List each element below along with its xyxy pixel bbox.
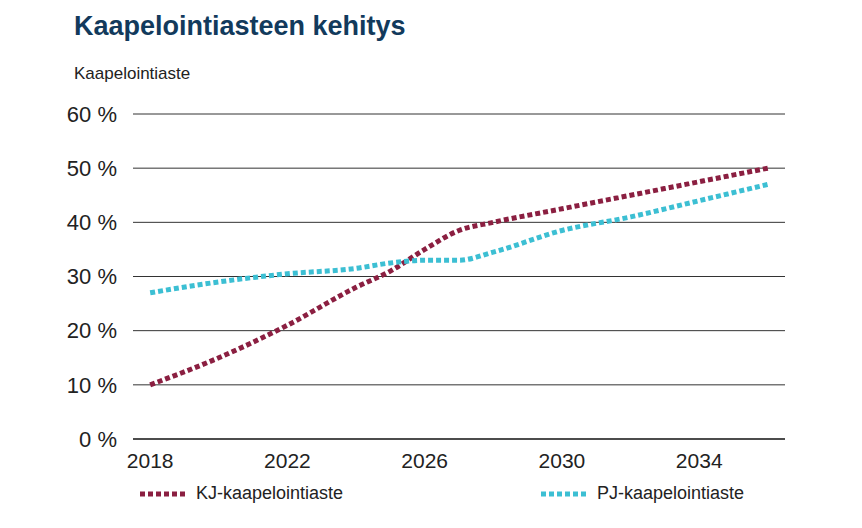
svg-text:60 %: 60 %: [67, 102, 117, 127]
svg-text:2026: 2026: [401, 449, 448, 472]
svg-text:10 %: 10 %: [67, 373, 117, 398]
svg-text:2022: 2022: [264, 449, 311, 472]
html-text:Kaapelointiasteen kehitys: Kaapelointiasteen kehitys: [74, 11, 406, 41]
html-text:Kaapelointiaste: Kaapelointiaste: [74, 64, 191, 83]
svg-text:2034: 2034: [676, 449, 723, 472]
svg-text:40 %: 40 %: [67, 210, 117, 235]
svg-text:30 %: 30 %: [67, 264, 117, 289]
svg-text:20 %: 20 %: [67, 318, 117, 343]
svg-text:2030: 2030: [539, 449, 586, 472]
svg-text:0 %: 0 %: [79, 427, 117, 452]
svg-text:2018: 2018: [127, 449, 174, 472]
html-text:PJ-kaapelointiaste: PJ-kaapelointiaste: [596, 483, 744, 503]
svg-text:50 %: 50 %: [67, 156, 117, 181]
html-text:KJ-kaapelointiaste: KJ-kaapelointiaste: [196, 483, 344, 503]
